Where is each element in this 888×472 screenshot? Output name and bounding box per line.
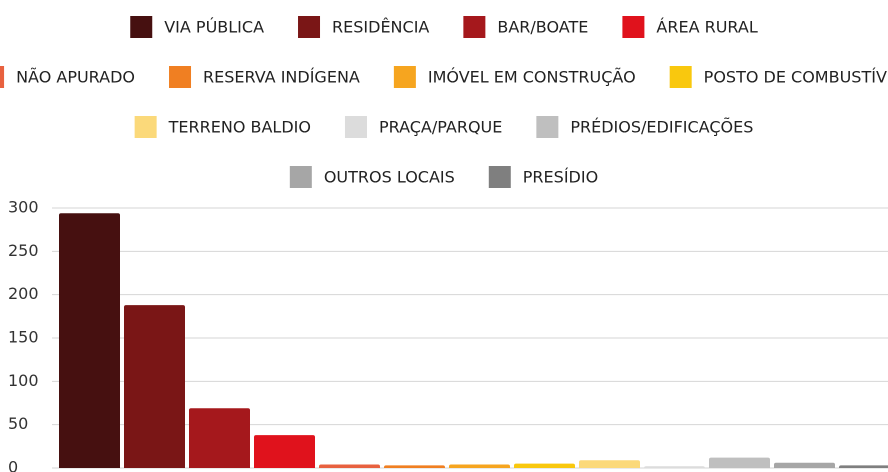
bar <box>189 408 250 468</box>
legend-swatch <box>344 116 367 138</box>
legend-label: VIA PÚBLICA <box>164 18 264 37</box>
bar <box>59 213 120 468</box>
legend-swatch <box>488 166 511 188</box>
y-tick-label: 200 <box>8 284 39 303</box>
legend-label: POSTO DE COMBUSTÍVEL <box>704 68 888 87</box>
legend-swatch <box>536 116 559 138</box>
legend-swatch <box>393 66 416 88</box>
legend-label: NÃO APURADO <box>16 68 135 87</box>
legend-swatch <box>298 16 321 38</box>
legend-label: OUTROS LOCAIS <box>324 168 455 187</box>
bar <box>254 435 315 468</box>
legend-label: RESERVA INDÍGENA <box>203 68 360 87</box>
legend-row: VIA PÚBLICA RESIDÊNCIA BAR/BOATE ÁREA RURAL <box>130 16 758 38</box>
bar <box>384 465 445 468</box>
y-tick-label: 150 <box>8 328 39 347</box>
legend-row: OUTROS LOCAIS PRESÍDIO <box>289 166 598 188</box>
bar <box>709 457 770 468</box>
legend-swatch <box>289 166 312 188</box>
legend-swatch <box>0 66 5 88</box>
legend-row: TERRENO BALDIO PRAÇA/PARQUE PRÉDIOS/EDIFIC… <box>134 116 753 138</box>
y-tick-label: 0 <box>8 458 18 472</box>
bar <box>124 305 185 468</box>
legend-label: PRAÇA/PARQUE <box>379 118 502 137</box>
legend-swatch <box>622 16 645 38</box>
legend-label: PRESÍDIO <box>523 168 598 187</box>
y-tick-label: 100 <box>8 371 39 390</box>
bar <box>774 462 835 468</box>
bar <box>449 464 510 468</box>
bar <box>644 466 705 469</box>
legend-label: IMÓVEL EM CONSTRUÇÃO <box>428 68 636 87</box>
legend-label: TERRENO BALDIO <box>168 118 311 137</box>
bar <box>839 465 888 468</box>
legend-swatch <box>463 16 486 38</box>
y-tick-label: 50 <box>8 414 28 433</box>
legend-swatch <box>169 66 192 88</box>
bar <box>514 463 575 468</box>
y-tick-label: 250 <box>8 241 39 260</box>
legend-label: ÁREA RURAL <box>656 18 757 37</box>
legend-label: PRÉDIOS/EDIFICAÇÕES <box>570 118 753 137</box>
legend-row: NÃO APURADO RESERVA INDÍGENA IMÓVEL EM CON… <box>0 66 888 88</box>
bar <box>319 464 380 468</box>
legend-swatch <box>669 66 692 88</box>
legend-swatch <box>130 16 153 38</box>
y-tick-label: 300 <box>8 198 39 217</box>
legend-label: RESIDÊNCIA <box>332 18 429 37</box>
legend-swatch <box>134 116 157 138</box>
bar <box>579 460 640 468</box>
legend-label: BAR/BOATE <box>497 18 588 37</box>
